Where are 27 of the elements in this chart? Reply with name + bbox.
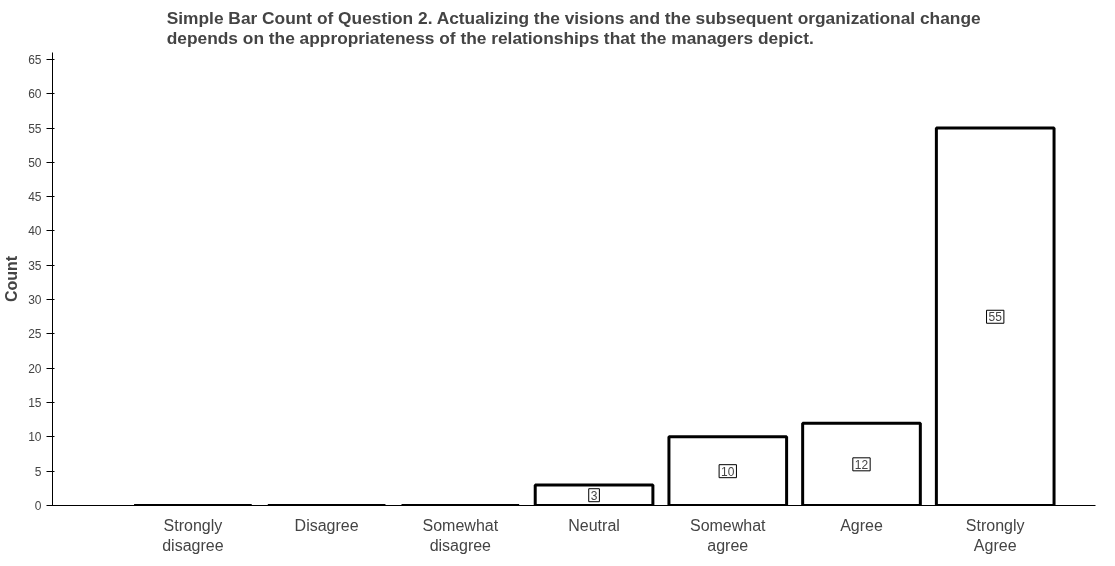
y-tick-label: 50 bbox=[28, 155, 42, 170]
y-tick-label: 25 bbox=[28, 327, 42, 342]
x-tick-label: Agree bbox=[840, 516, 883, 534]
y-tick-label: 5 bbox=[34, 464, 42, 479]
x-tick-label: Disagree bbox=[294, 516, 359, 534]
data-label: 12 bbox=[854, 457, 869, 472]
y-tick-label: 65 bbox=[28, 52, 42, 67]
y-tick-label: 15 bbox=[28, 396, 42, 411]
data-label: 55 bbox=[988, 310, 1003, 325]
y-tick-label: 55 bbox=[28, 121, 42, 136]
x-tick-label: Somewhat disagree bbox=[422, 516, 499, 554]
y-tick-label: 40 bbox=[28, 224, 42, 239]
y-tick-label: 45 bbox=[28, 190, 42, 205]
x-tick-label: Strongly Agree bbox=[965, 516, 1025, 554]
chart-title: Simple Bar Count of Question 2. Actualizing the visions and the subsequent organizational change depends on the appropriateness of the relationships that the managers depict. bbox=[166, 7, 981, 48]
y-tick-label: 30 bbox=[28, 293, 42, 308]
x-tick-label: Strongly disagree bbox=[162, 516, 224, 554]
data-label: 3 bbox=[590, 488, 598, 503]
x-tick-label: Neutral bbox=[568, 516, 620, 534]
y-axis-title: Count bbox=[3, 255, 21, 303]
y-tick-label: 0 bbox=[34, 499, 42, 513]
y-tick-label: 20 bbox=[28, 361, 42, 376]
y-tick-label: 35 bbox=[28, 258, 42, 273]
data-label: 10 bbox=[721, 464, 735, 479]
y-tick-label: 10 bbox=[28, 430, 42, 445]
y-tick-label: 60 bbox=[28, 87, 42, 102]
x-tick-label: Somewhat agree bbox=[689, 516, 767, 554]
